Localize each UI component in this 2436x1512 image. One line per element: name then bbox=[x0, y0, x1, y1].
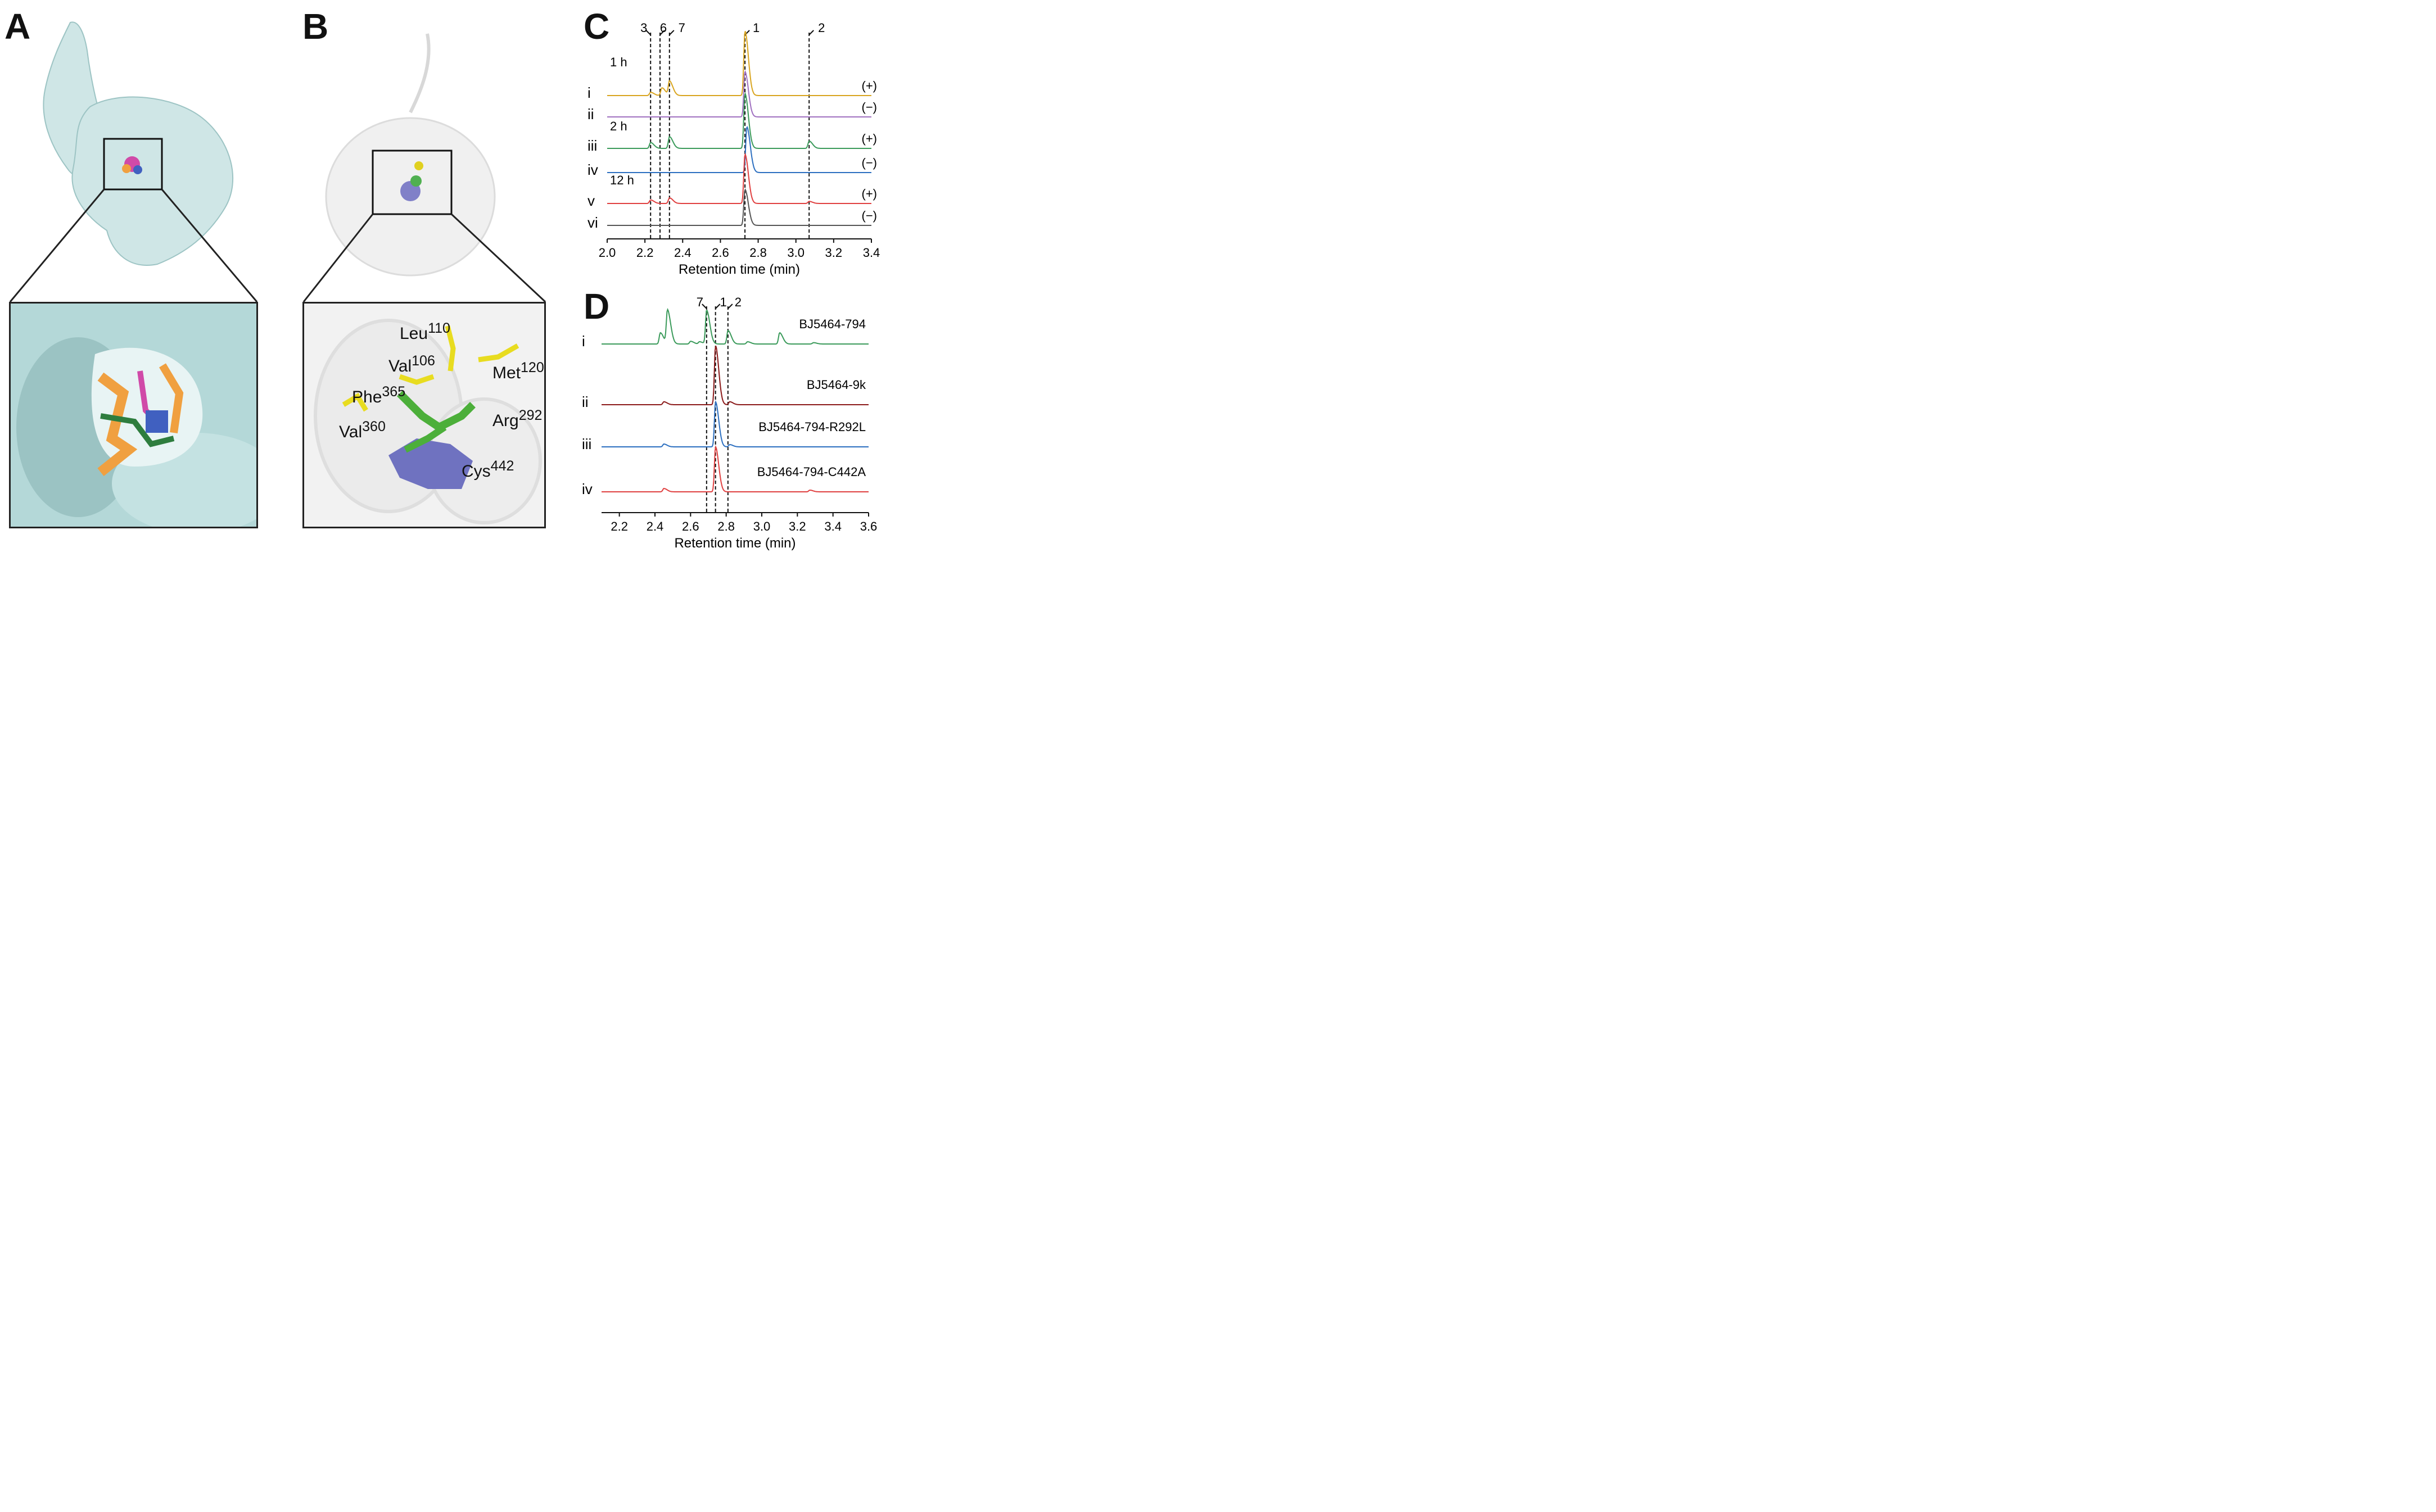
strain-label: BJ5464-794-R292L bbox=[758, 420, 866, 434]
peak-label: 1 bbox=[753, 21, 760, 35]
peak-label: 2 bbox=[818, 21, 825, 35]
trace-iii bbox=[607, 92, 871, 149]
trace-label: iv bbox=[582, 481, 593, 497]
active-site-closeup-b: Leu110 Val106 Met120 Phe365 Val360 Arg29… bbox=[302, 302, 546, 528]
hplc-chart-d: 7 1 2 i BJ5464-794 ii BJ5464-9k iii BJ5464-794-R… bbox=[582, 295, 878, 551]
binding-pocket-closeup-a bbox=[9, 302, 258, 528]
peak-label: 6 bbox=[660, 21, 667, 35]
trace-0 bbox=[602, 307, 869, 345]
hplc-chart-c: 3 6 7 1 2 i (+) ii (−) iii (+) iv (−) v (+) vi (−) 1 h 2 h… bbox=[587, 21, 880, 277]
x-tick-label: 3.0 bbox=[753, 519, 771, 533]
trace-label: iv bbox=[587, 161, 598, 178]
peak-label-tick bbox=[669, 30, 675, 35]
trace-ii bbox=[607, 70, 871, 117]
x-tick-label: 2.2 bbox=[611, 519, 628, 533]
trace-sign: (+) bbox=[862, 187, 878, 201]
trace-iv bbox=[607, 125, 871, 173]
panel-label-a: A bbox=[4, 6, 31, 47]
x-tick-label: 2.8 bbox=[717, 519, 735, 533]
panel-label-c: C bbox=[584, 6, 610, 47]
x-tick-label: 2.6 bbox=[712, 246, 729, 260]
zoom-lines-a bbox=[9, 189, 258, 302]
residue-label-phe365: Phe365 bbox=[352, 384, 406, 406]
trace-label: iii bbox=[582, 436, 591, 452]
x-tick-label: 2.4 bbox=[674, 246, 692, 260]
peak-label-tick bbox=[645, 30, 651, 35]
trace-3 bbox=[602, 445, 869, 492]
trace-vi bbox=[607, 188, 871, 226]
x-tick-label: 2.8 bbox=[749, 246, 767, 260]
trace-i bbox=[607, 31, 871, 96]
peak-label-tick bbox=[659, 30, 665, 35]
strain-label: BJ5464-794-C442A bbox=[757, 465, 866, 479]
x-tick-label: 3.4 bbox=[863, 246, 880, 260]
x-tick-label: 3.2 bbox=[825, 246, 843, 260]
residue-label-val106: Val106 bbox=[388, 353, 435, 375]
trace-2 bbox=[602, 400, 869, 447]
time-label: 1 h bbox=[610, 55, 627, 69]
x-axis-label: Retention time (min) bbox=[679, 262, 800, 277]
trace-1 bbox=[602, 345, 869, 405]
residue-label-cys442: Cys442 bbox=[462, 458, 514, 481]
peak-label: 3 bbox=[640, 21, 647, 35]
trace-sign: (+) bbox=[862, 132, 878, 146]
trace-sign: (−) bbox=[862, 100, 878, 114]
x-tick-label: 3.6 bbox=[860, 519, 878, 533]
trace-label: vi bbox=[587, 214, 598, 231]
trace-label: i bbox=[587, 84, 591, 101]
strain-label: BJ5464-9k bbox=[807, 378, 866, 392]
trace-sign: (+) bbox=[862, 79, 878, 93]
protein-cartoon-overview bbox=[325, 33, 496, 277]
peak-label: 7 bbox=[697, 295, 703, 309]
peak-label: 2 bbox=[735, 295, 742, 309]
x-tick-label: 2.4 bbox=[647, 519, 664, 533]
trace-label: ii bbox=[582, 393, 589, 410]
trace-label: ii bbox=[587, 106, 594, 123]
x-tick-label: 2.6 bbox=[682, 519, 699, 533]
residue-label-met120: Met120 bbox=[492, 360, 544, 382]
x-tick-label: 2.0 bbox=[599, 246, 616, 260]
active-site-graphic-b bbox=[304, 304, 544, 527]
peak-label-tick bbox=[808, 30, 814, 35]
trace-label: i bbox=[582, 333, 585, 350]
time-label: 2 h bbox=[610, 119, 627, 133]
strain-label: BJ5464-794 bbox=[799, 317, 866, 331]
x-tick-label: 3.2 bbox=[789, 519, 806, 533]
trace-v bbox=[607, 152, 871, 204]
peak-label-tick bbox=[702, 304, 707, 309]
x-tick-label: 3.4 bbox=[824, 519, 842, 533]
peak-label-tick bbox=[715, 304, 721, 309]
zoom-lines-b bbox=[302, 213, 546, 303]
trace-label: v bbox=[587, 192, 595, 209]
residue-label-val360: Val360 bbox=[339, 419, 386, 441]
trace-sign: (−) bbox=[862, 209, 878, 223]
residue-label-arg292: Arg292 bbox=[492, 408, 543, 430]
peak-label: 7 bbox=[679, 21, 685, 35]
x-tick-label: 2.2 bbox=[636, 246, 654, 260]
trace-sign: (−) bbox=[862, 156, 878, 170]
protein-surface-overview bbox=[43, 21, 233, 266]
x-tick-label: 3.0 bbox=[787, 246, 805, 260]
time-label: 12 h bbox=[610, 173, 634, 187]
panel-label-d: D bbox=[584, 286, 610, 327]
peak-label: 1 bbox=[720, 295, 727, 309]
x-axis-label: Retention time (min) bbox=[674, 536, 796, 551]
panel-label-b: B bbox=[302, 6, 329, 47]
residue-label-leu110: Leu110 bbox=[400, 320, 450, 343]
peak-label-tick bbox=[727, 304, 733, 309]
trace-label: iii bbox=[587, 137, 597, 154]
binding-pocket-graphic-a bbox=[11, 304, 256, 527]
